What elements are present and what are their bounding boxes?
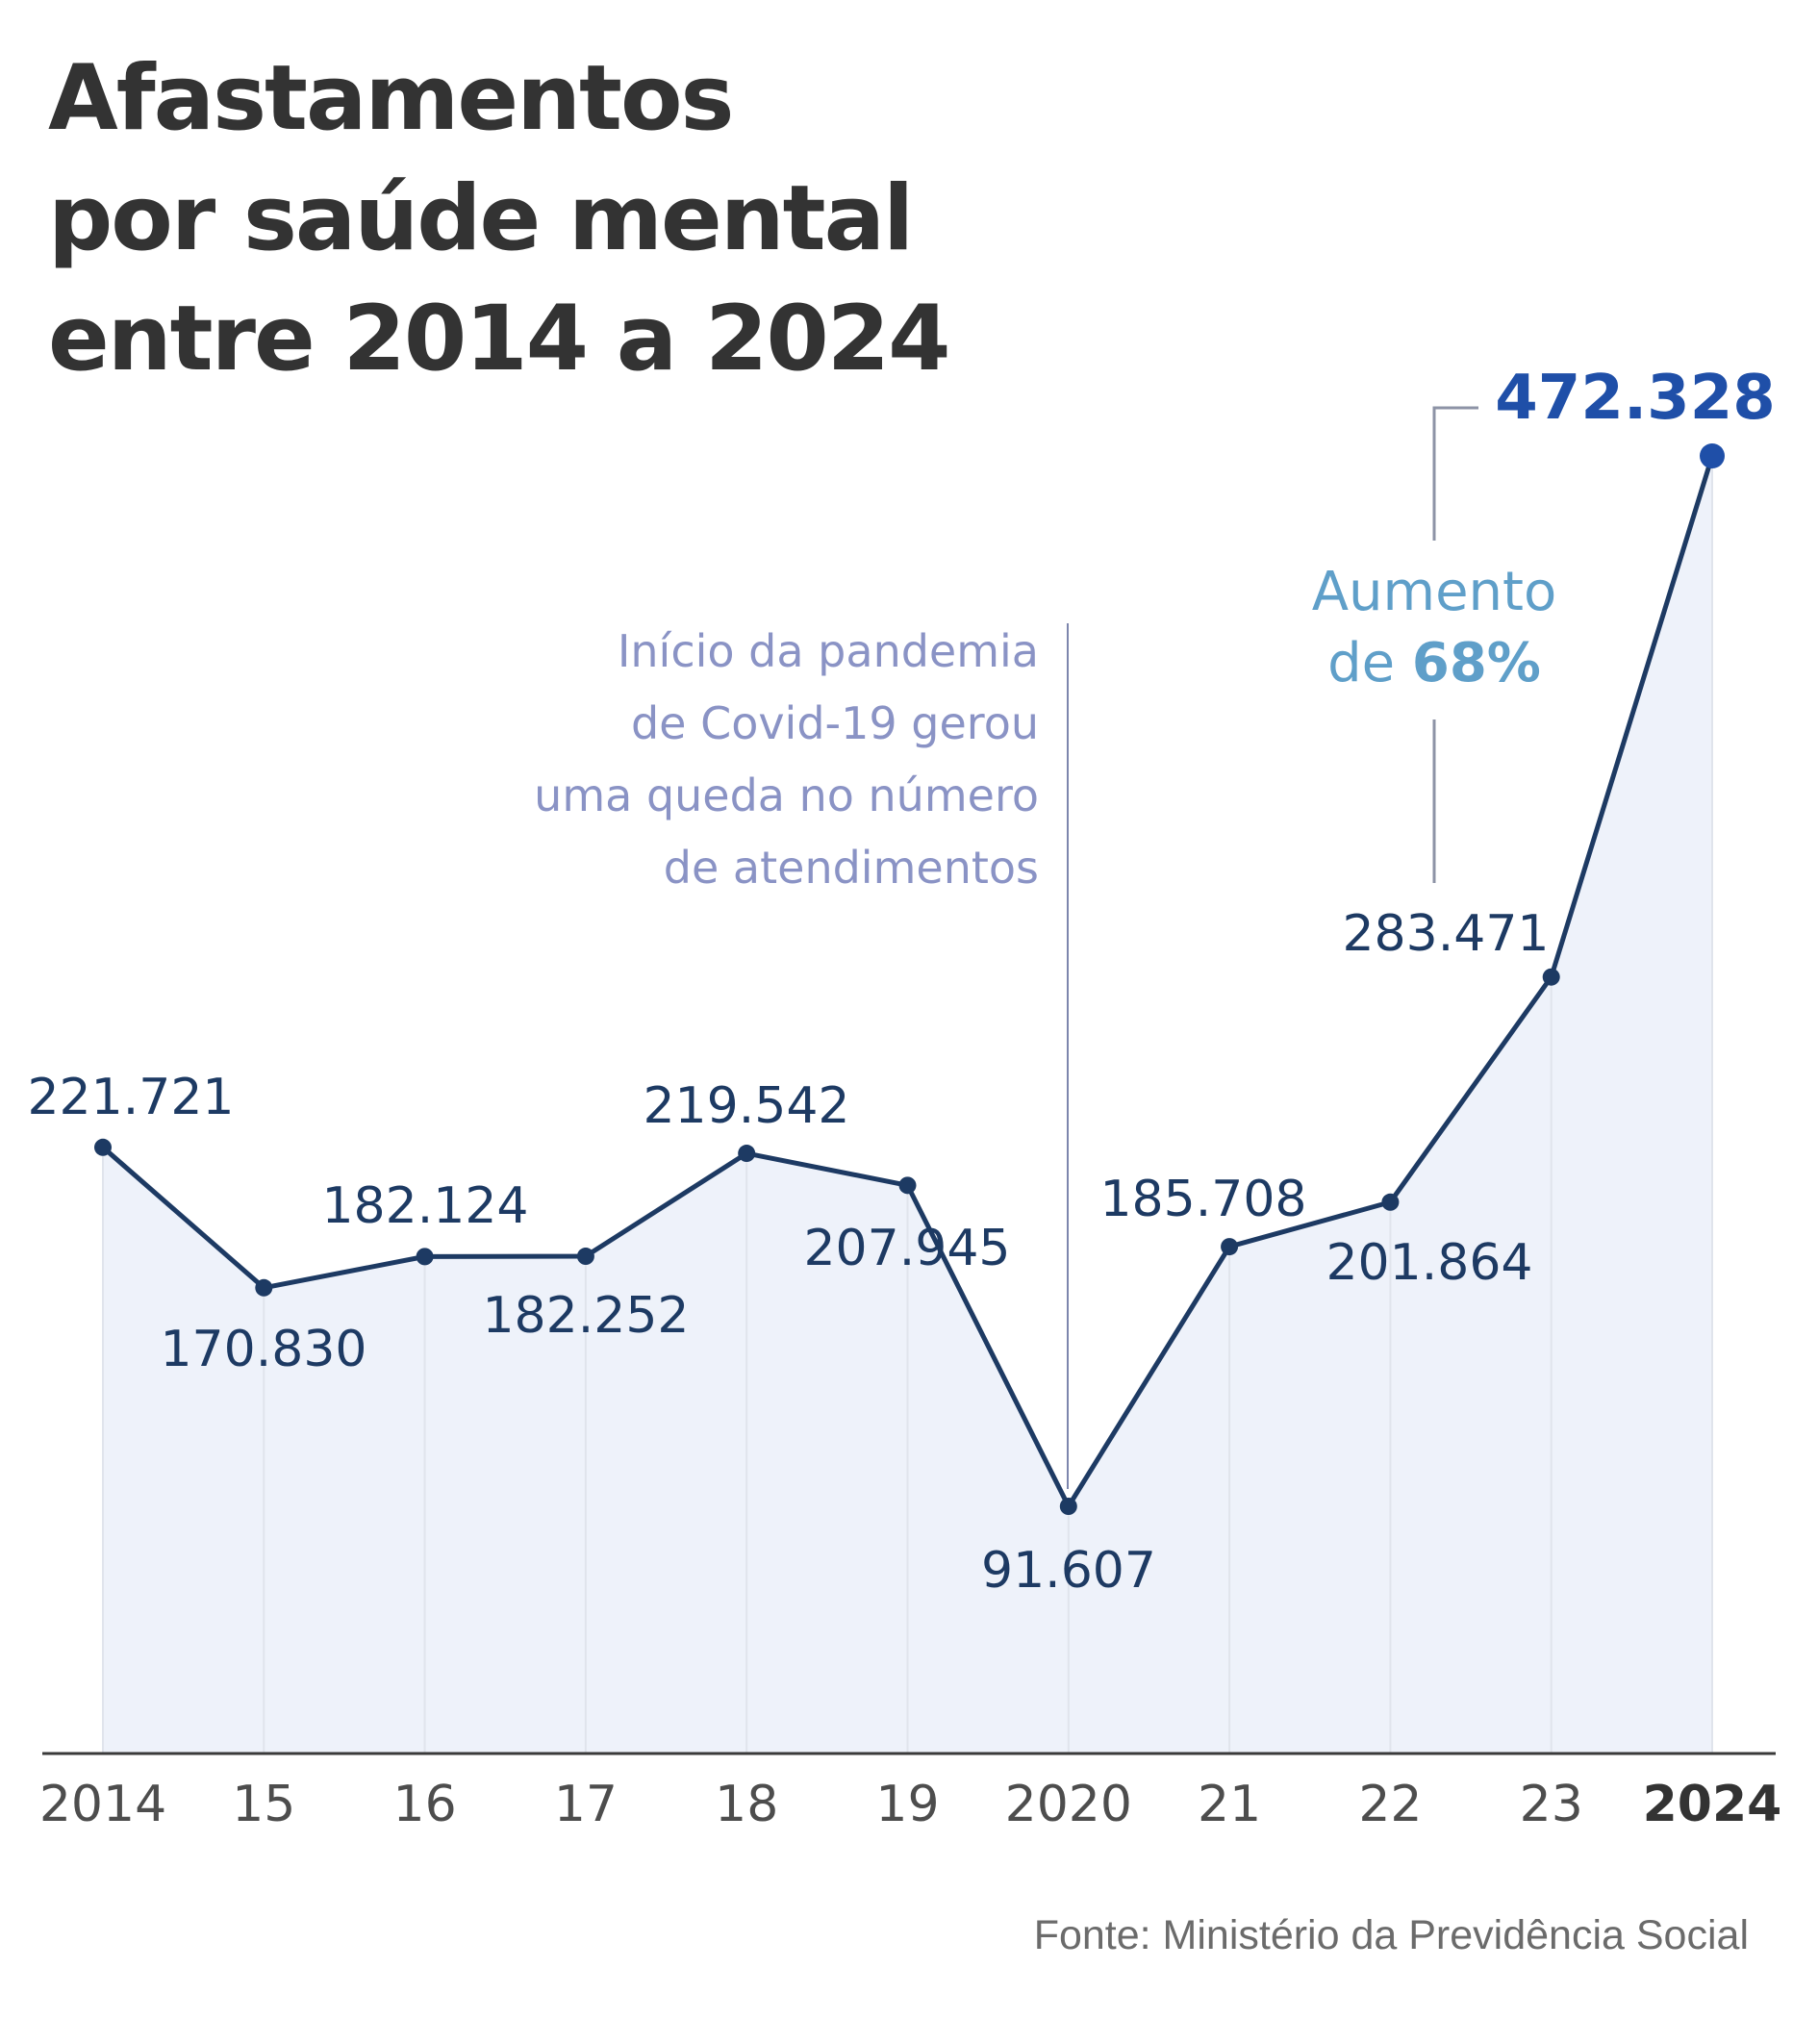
data-point-2020 [1059, 1498, 1077, 1515]
source-note: Fonte: Ministério da Previdência Social [1033, 1912, 1749, 1958]
x-tick-label-19: 19 [875, 1776, 939, 1833]
x-tick-label-16: 16 [393, 1776, 457, 1833]
x-tick-label-2020: 2020 [1005, 1776, 1132, 1833]
data-point-17 [576, 1248, 594, 1266]
value-label-18: 219.542 [643, 1077, 849, 1135]
data-point-21 [1221, 1238, 1239, 1256]
data-point-2024 [1700, 443, 1725, 468]
data-point-2014 [94, 1138, 112, 1156]
chart-title: Afastamentos por saúde mental entre 2014… [48, 38, 951, 399]
value-label-16: 182.124 [321, 1177, 528, 1235]
x-tick-label-22: 22 [1358, 1776, 1422, 1833]
value-label-15: 170.830 [160, 1321, 366, 1378]
title-line-2: por saúde mental [48, 166, 914, 271]
title-line-3: entre 2014 a 2024 [48, 287, 951, 391]
x-tick-label-2024: 2024 [1643, 1776, 1782, 1833]
area-fill [103, 456, 1712, 1754]
increase-label: Aumento [1312, 561, 1557, 623]
x-tick-label-15: 15 [232, 1776, 295, 1833]
x-tick-label-18: 18 [715, 1776, 778, 1833]
increase-value: de 68% [1327, 632, 1541, 694]
value-label-2024: 472.328 [1495, 363, 1776, 434]
value-label-19: 207.945 [803, 1220, 1010, 1277]
data-point-23 [1542, 968, 1560, 986]
increase-bracket-top [1432, 406, 1478, 541]
value-label-17: 182.252 [482, 1287, 689, 1345]
value-label-23: 283.471 [1342, 905, 1549, 963]
value-label-2014: 221.721 [27, 1069, 234, 1126]
pandemic-annotation-text: de Covid-19 gerou [631, 697, 1039, 749]
data-point-16 [416, 1248, 434, 1266]
x-tick-label-23: 23 [1520, 1776, 1583, 1833]
pandemic-annotation-text: uma queda no número [534, 770, 1039, 821]
value-label-21: 185.708 [1099, 1171, 1306, 1228]
x-tick-label-2014: 2014 [39, 1776, 166, 1833]
data-point-15 [255, 1278, 273, 1297]
value-label-22: 201.864 [1326, 1234, 1532, 1292]
data-point-18 [738, 1145, 756, 1163]
x-tick-label-17: 17 [554, 1776, 618, 1833]
data-point-19 [898, 1176, 917, 1195]
title-line-1: Afastamentos [48, 46, 734, 151]
value-label-2020: 91.607 [981, 1542, 1156, 1600]
pandemic-annotation-text: Início da pandemia [618, 625, 1039, 677]
data-point-22 [1381, 1193, 1400, 1211]
pandemic-annotation-text: de atendimentos [664, 842, 1039, 894]
x-tick-label-21: 21 [1198, 1776, 1261, 1833]
